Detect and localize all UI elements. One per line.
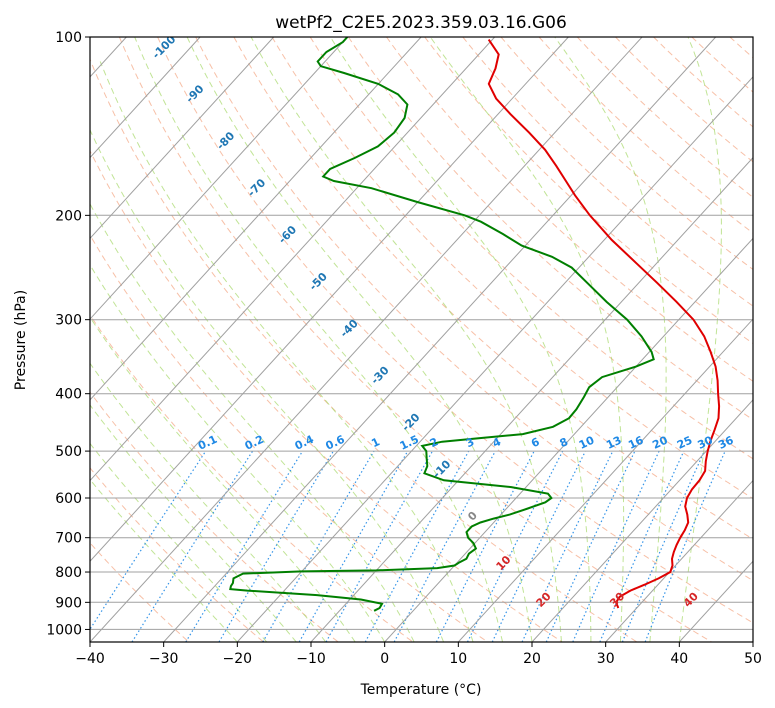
isotherm-line: [163, 37, 717, 642]
x-tick-label: 20: [523, 651, 541, 667]
moist-adiabat: [186, 37, 533, 642]
isotherm-line: [605, 479, 753, 642]
x-axis-label: Temperature (°C): [360, 682, 482, 698]
dry-adiabat: [90, 467, 264, 642]
y-tick-label: 200: [55, 208, 82, 224]
moist-adiabat: [90, 202, 415, 642]
x-tick-label: 50: [744, 651, 762, 667]
mixing-ratio-label: 16: [626, 433, 646, 451]
moist-adiabat: [678, 37, 722, 642]
isotherm-line: [90, 37, 643, 642]
mixing-ratio-label: 36: [716, 433, 736, 451]
moist-adiabat: [90, 442, 268, 642]
dry-adiabat: [347, 37, 753, 421]
dry-adiabat: [118, 37, 712, 642]
mixing-ratio-label: 10: [577, 433, 597, 451]
chart-title: wetPf2_C2E5.2023.359.03.16.G06: [275, 13, 567, 33]
dry-adiabat: [195, 37, 753, 582]
moist-adiabat: [99, 61, 474, 642]
temperature-profile-line: [487, 39, 721, 609]
moist-adiabat: [90, 362, 327, 642]
y-tick-label: 800: [55, 565, 82, 581]
dry-adiabat: [309, 37, 753, 460]
y-tick-label: 1000: [46, 622, 82, 638]
isotherm-line: [90, 37, 348, 320]
moist-adiabat: [554, 37, 667, 642]
moist-adiabat: [429, 37, 625, 642]
mixing-ratio-line: [599, 450, 685, 642]
isotherm-line: [90, 37, 496, 482]
dewpoint-profile-line: [229, 37, 655, 612]
y-axis-label: Pressure (hPa): [13, 290, 29, 390]
moist-adiabat: [90, 478, 238, 642]
dry-adiabat: [157, 37, 753, 624]
mixing-ratio-line: [572, 450, 660, 642]
dry-adiabat: [90, 234, 488, 642]
x-tick-label: −40: [75, 651, 105, 667]
x-tick-label: 30: [597, 651, 615, 667]
dry-adiabat: [90, 58, 638, 642]
moist-adiabat: [90, 404, 297, 642]
y-tick-label: 400: [55, 387, 82, 403]
mixing-ratio-label: 30: [696, 433, 716, 451]
isotherm-line: [310, 156, 753, 642]
x-tick-label: 0: [380, 651, 389, 667]
mixing-ratio-line: [90, 450, 207, 631]
x-tick-label: −30: [149, 651, 179, 667]
isotherm-line: [531, 399, 753, 642]
mixing-ratio-line: [185, 450, 304, 642]
mixing-ratio-line: [621, 450, 705, 642]
x-tick-label: 10: [449, 651, 467, 667]
isotherm-line: [90, 37, 422, 401]
isotherm-line: [236, 76, 753, 642]
isotherm-line: [90, 37, 201, 159]
y-tick-label: 500: [55, 444, 82, 460]
moist-adiabat: [329, 37, 592, 642]
mixing-ratio-label: 13: [604, 434, 623, 452]
y-tick-label: 600: [55, 491, 82, 507]
mixing-ratio-line: [325, 450, 434, 642]
x-tick-label: 40: [670, 651, 688, 667]
moist-adiabat: [250, 37, 562, 642]
mixing-ratio-line: [393, 450, 496, 642]
moist-adiabat: [90, 316, 356, 642]
dry-adiabat: [462, 37, 753, 307]
mixing-ratio-line: [466, 450, 564, 642]
isotherm-line: [457, 318, 753, 642]
mixing-ratio-label: 20: [650, 433, 670, 451]
y-tick-label: 700: [55, 531, 82, 547]
y-tick-label: 300: [55, 313, 82, 329]
mixing-ratio-line: [364, 450, 470, 642]
isotherm-line: [384, 237, 753, 642]
moist-adiabat: [90, 128, 445, 642]
x-tick-label: −10: [296, 651, 326, 667]
isotherm-line: [90, 37, 275, 240]
mixing-ratio-line: [131, 450, 254, 642]
dry-adiabat: [233, 37, 753, 540]
x-tick-label: −20: [223, 651, 253, 667]
y-tick-label: 100: [55, 30, 82, 46]
mixing-ratio-label: 25: [675, 434, 694, 452]
dry-adiabat: [271, 37, 753, 500]
moist-adiabat: [134, 37, 503, 642]
plot-frame: [89, 36, 754, 643]
isotherm-line: [90, 37, 569, 562]
y-tick-label: 900: [55, 595, 82, 611]
dry-adiabat: [90, 149, 563, 642]
